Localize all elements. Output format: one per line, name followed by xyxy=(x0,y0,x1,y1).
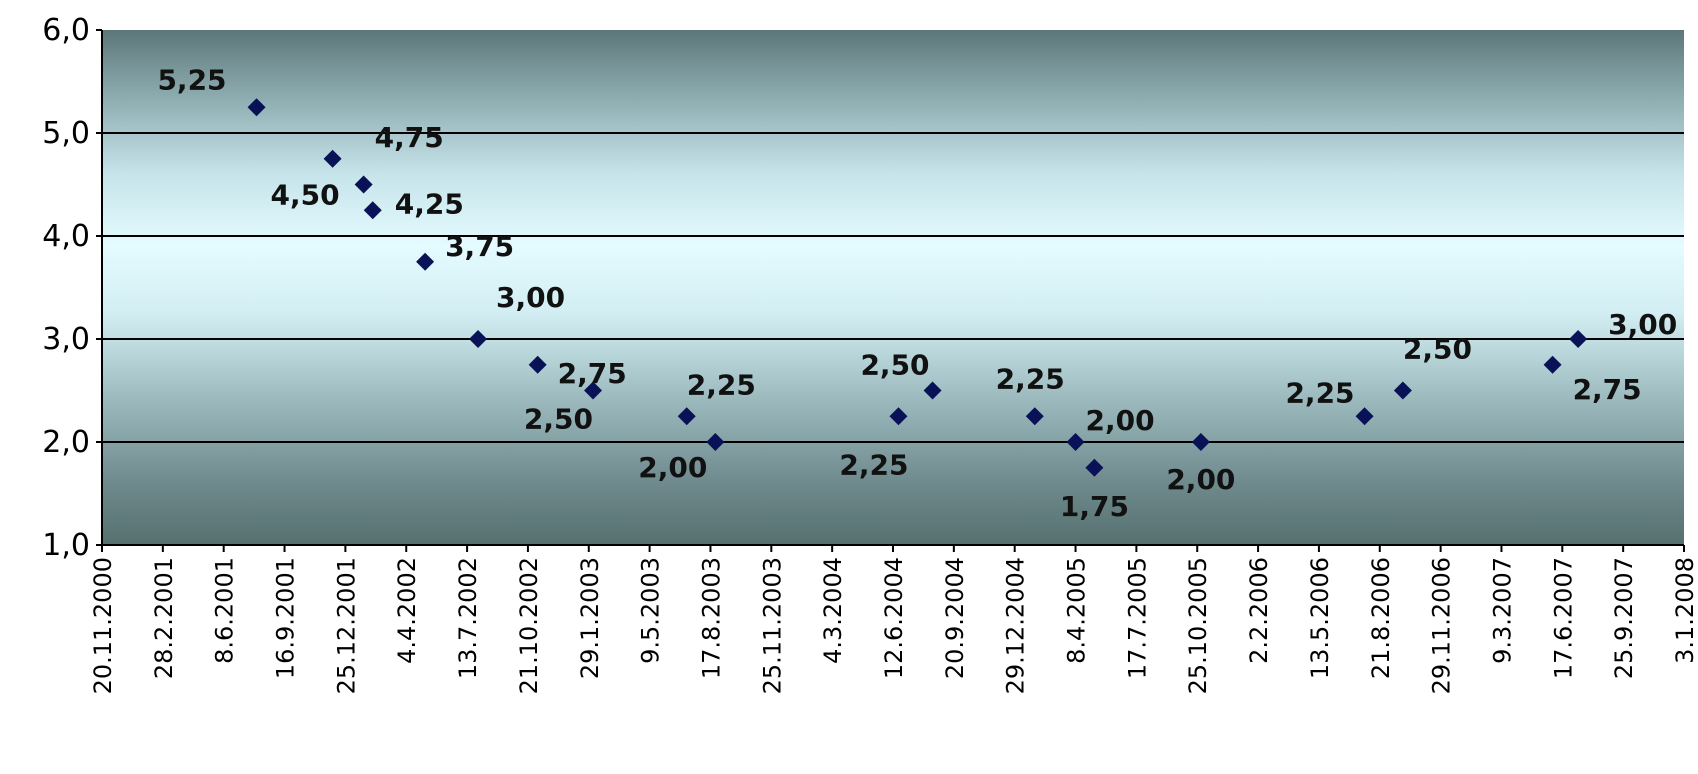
data-point xyxy=(1355,407,1374,426)
x-tick-label: 29.12.2004 xyxy=(1002,557,1030,694)
x-tick-label: 12.6.2004 xyxy=(880,557,908,679)
x-tick-label: 21.8.2006 xyxy=(1367,557,1395,679)
x-tick-label: 29.11.2006 xyxy=(1428,557,1456,694)
data-label: 2,75 xyxy=(1573,373,1642,406)
x-tick-label: 17.8.2003 xyxy=(697,557,725,679)
y-axis-ticks: 1,0 2,0 3,0 4,0 5,0 6,0 xyxy=(42,13,102,563)
y-tick-label: 3,0 xyxy=(42,322,90,357)
data-label: 4,50 xyxy=(271,179,340,212)
x-tick-label: 20.9.2004 xyxy=(941,557,969,679)
data-point xyxy=(354,175,373,194)
data-point xyxy=(1066,433,1085,451)
data-point xyxy=(706,433,725,451)
data-point xyxy=(889,407,908,426)
x-tick-label: 8.4.2005 xyxy=(1063,557,1091,664)
data-label: 1,75 xyxy=(1060,490,1129,523)
x-tick-label: 29.1.2003 xyxy=(576,557,604,679)
data-label: 2,25 xyxy=(996,362,1065,395)
data-labels: 5,25 4,75 4,50 4,25 3,75 3,00 2,75 2,50 2,25 2,00… xyxy=(157,63,1677,523)
gridlines xyxy=(102,132,1684,443)
data-label: 2,50 xyxy=(524,403,593,436)
data-label: 5,25 xyxy=(157,63,226,96)
data-point xyxy=(247,98,266,117)
data-points xyxy=(247,98,1588,477)
data-point xyxy=(469,330,488,348)
data-point xyxy=(677,407,696,426)
x-tick-label: 21.10.2002 xyxy=(515,557,543,694)
x-tick-label: 8.6.2001 xyxy=(211,557,239,664)
x-tick-label: 13.5.2006 xyxy=(1306,557,1334,679)
data-label: 2,25 xyxy=(839,448,908,481)
data-point xyxy=(1025,407,1044,426)
x-tick-label: 28.2.2001 xyxy=(150,557,178,679)
data-point xyxy=(1085,458,1104,477)
data-label: 2,50 xyxy=(860,349,929,382)
y-tick-label: 5,0 xyxy=(42,116,90,151)
data-point xyxy=(584,381,603,400)
plot-area xyxy=(102,30,1684,545)
data-label: 3,00 xyxy=(496,281,565,314)
x-tick-label: 13.7.2002 xyxy=(454,557,482,679)
y-tick-label: 2,0 xyxy=(42,425,90,460)
x-tick-label: 17.7.2005 xyxy=(1123,557,1151,679)
x-tick-label: 20.11.2000 xyxy=(89,557,117,694)
x-tick-label: 16.9.2001 xyxy=(272,557,300,679)
data-point xyxy=(923,381,942,400)
data-label: 3,00 xyxy=(1608,308,1677,341)
data-label: 2,50 xyxy=(1403,333,1472,366)
x-axis-ticks: 20.11.2000 28.2.2001 8.6.2001 16.9.2001 25.1… xyxy=(89,545,1698,694)
data-label: 2,00 xyxy=(638,451,707,484)
data-label: 2,25 xyxy=(1285,376,1354,409)
x-tick-label: 25.11.2003 xyxy=(758,557,786,694)
data-point xyxy=(1191,433,1210,451)
data-point xyxy=(1543,355,1562,374)
x-tick-label: 9.3.2007 xyxy=(1488,557,1516,664)
data-label: 4,25 xyxy=(395,187,464,220)
y-tick-label: 1,0 xyxy=(42,528,90,563)
data-point xyxy=(323,149,342,168)
x-tick-label: 4.4.2002 xyxy=(393,557,421,664)
data-label: 2,00 xyxy=(1166,463,1235,496)
y-tick-label: 4,0 xyxy=(42,219,90,254)
data-label: 2,25 xyxy=(687,368,756,401)
x-tick-label: 3.1.2008 xyxy=(1671,557,1698,664)
x-tick-label: 2.2.2006 xyxy=(1245,557,1273,664)
y-tick-label: 6,0 xyxy=(42,13,90,48)
x-tick-label: 25.12.2001 xyxy=(332,557,360,694)
data-point xyxy=(1393,381,1412,400)
data-point xyxy=(1569,330,1588,348)
data-label: 3,75 xyxy=(445,230,514,263)
data-point xyxy=(363,201,382,220)
x-tick-label: 25.10.2005 xyxy=(1184,557,1212,694)
data-point xyxy=(528,355,547,374)
data-label: 2,00 xyxy=(1086,404,1155,437)
x-tick-label: 25.9.2007 xyxy=(1610,557,1638,679)
data-label: 4,75 xyxy=(375,121,444,154)
x-tick-label: 17.6.2007 xyxy=(1549,557,1577,679)
x-tick-label: 9.5.2003 xyxy=(637,557,665,664)
data-label: 2,75 xyxy=(558,357,627,390)
data-point xyxy=(416,252,435,271)
x-tick-label: 4.3.2004 xyxy=(819,557,847,664)
